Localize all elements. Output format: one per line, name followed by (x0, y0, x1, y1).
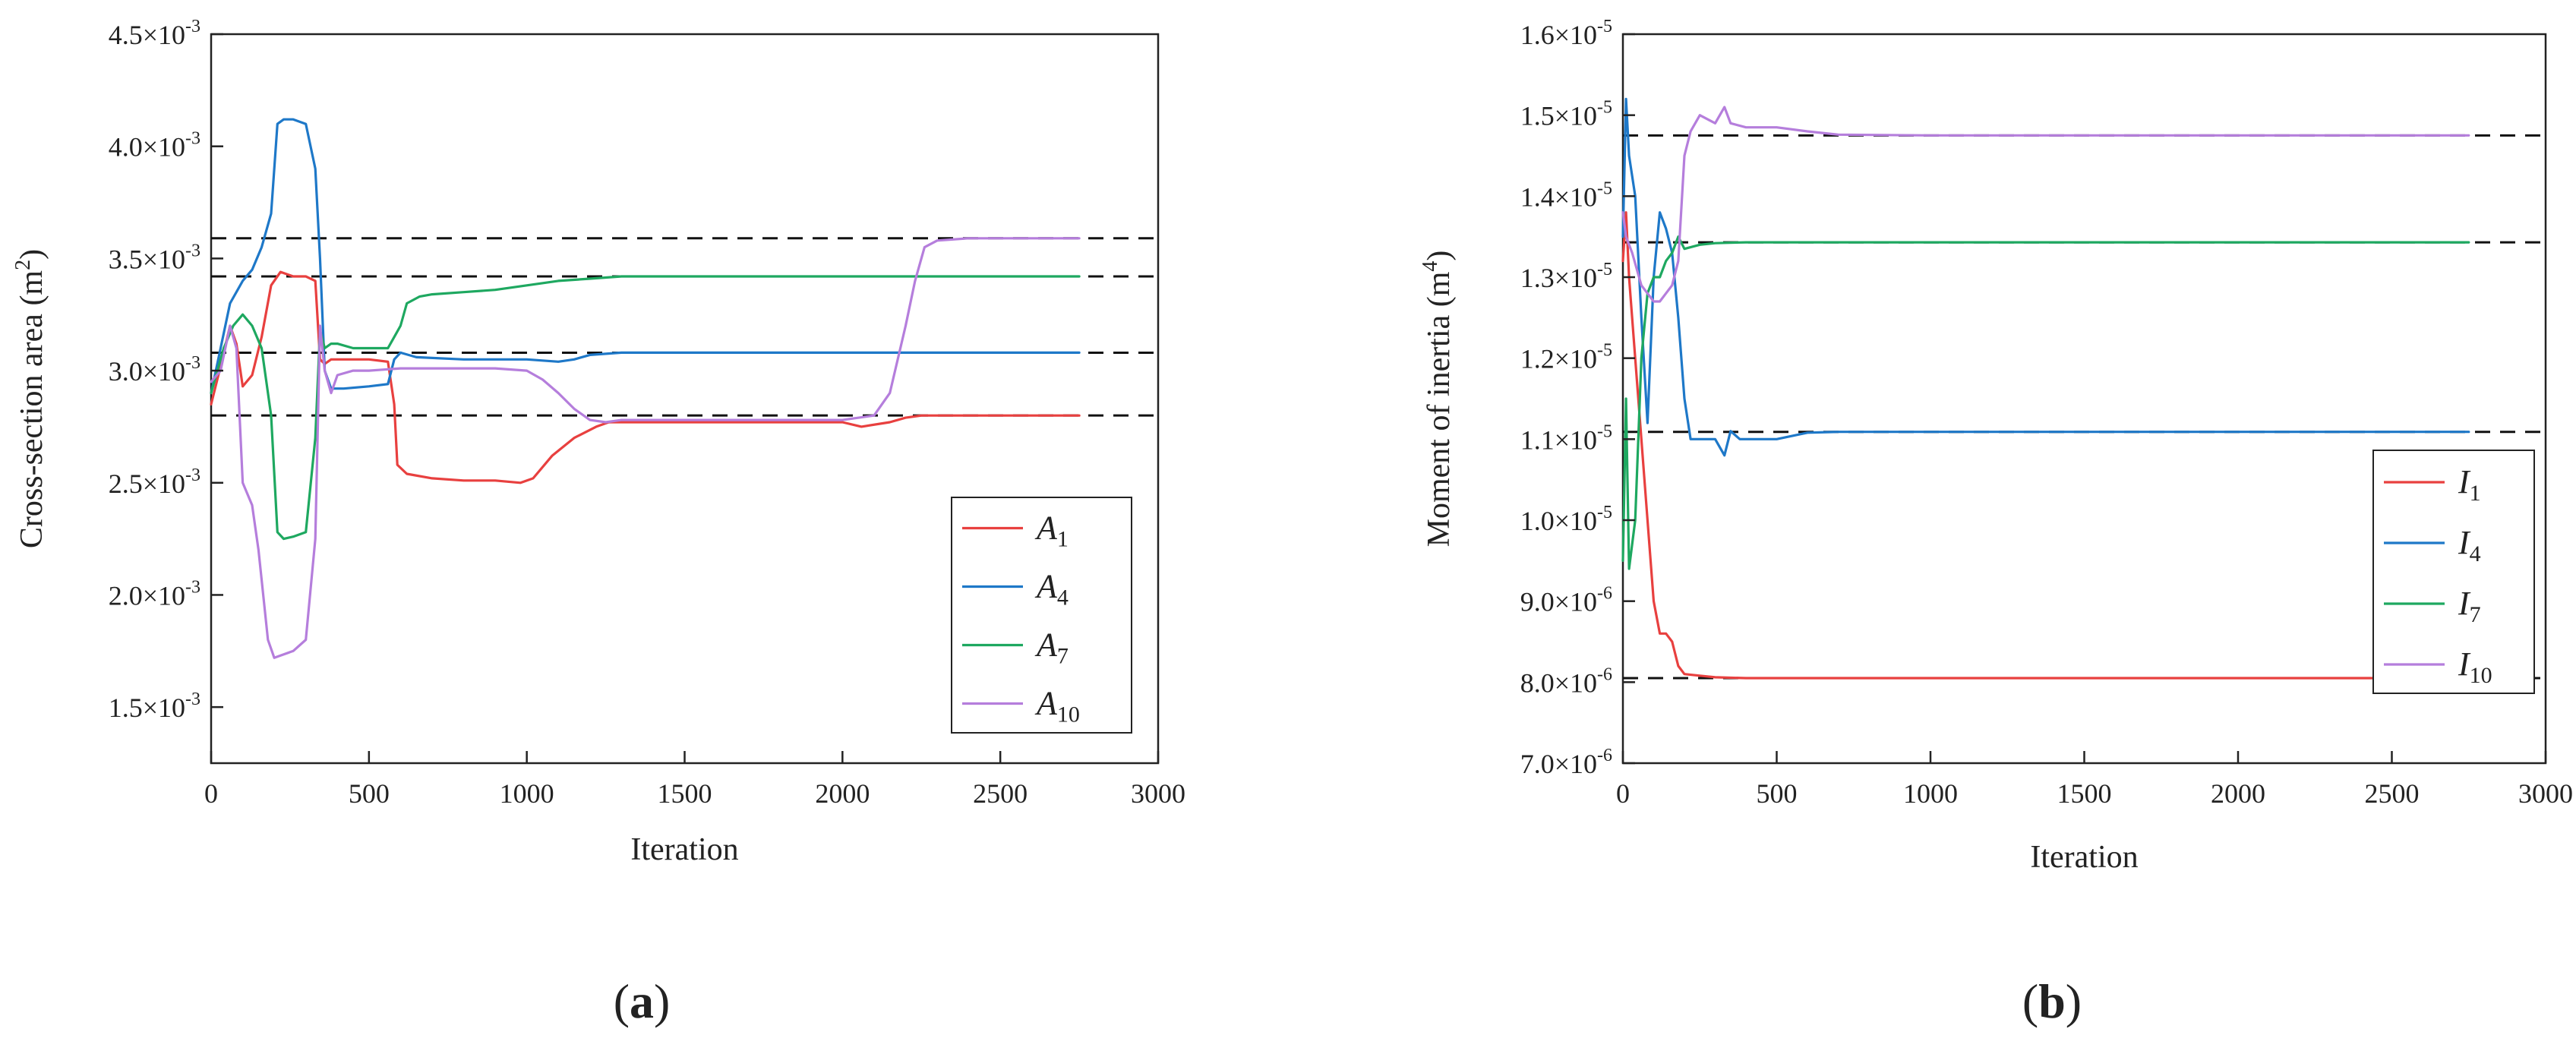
legend-entry-a7: A7 (1034, 626, 1069, 669)
panel-label: (b) (2022, 974, 2082, 1028)
x-tick-label: 3000 (1131, 778, 1185, 809)
y-tick-label: 1.6×10-5 (1520, 17, 1612, 50)
legend-entry-i7: I7 (2458, 585, 2481, 627)
x-tick-label: 0 (1616, 778, 1630, 809)
chart-panel-a: 0 500 1000 1500 2000 2500 3000 1.5×10-3 2.0×10-3… (11, 17, 1185, 1028)
y-tick-label: 1.0×10-5 (1520, 503, 1612, 536)
y-tick-label: 4.0×10-3 (109, 129, 200, 163)
series-line-i10 (1621, 106, 2470, 303)
legend-box (951, 497, 1132, 734)
x-axis-title: Iteration (2030, 840, 2138, 875)
legend-entry-i1: I1 (2458, 463, 2481, 506)
series-line-a7 (210, 275, 1081, 541)
y-tick-label: 9.0×10-6 (1520, 584, 1612, 617)
x-tick-label: 0 (204, 778, 218, 809)
y-axis-title: Cross-section area (m2) (11, 249, 49, 548)
x-tick-label: 500 (1757, 778, 1798, 809)
y-tick-label: 3.5×10-3 (109, 241, 200, 274)
x-tick-label: 1000 (1903, 778, 1958, 809)
series-line-a10 (210, 237, 1081, 659)
x-axis-title: Iteration (630, 832, 738, 867)
y-tick-label: 1.5×10-3 (109, 690, 200, 723)
series-line-a4 (210, 118, 1081, 395)
y-tick-label: 7.0×10-6 (1520, 746, 1612, 779)
x-tick-label: 1500 (2057, 778, 2112, 809)
y-tick-label: 4.5×10-3 (109, 17, 200, 50)
legend-entry-i4: I4 (2458, 524, 2481, 566)
y-tick-label: 1.3×10-5 (1520, 260, 1612, 293)
y-tick-label: 1.1×10-5 (1520, 421, 1612, 455)
x-tick-label: 2000 (815, 778, 870, 809)
series-line-i7 (1621, 235, 2470, 570)
x-tick-label: 500 (349, 778, 390, 809)
series-line-i1 (1621, 211, 2470, 680)
y-tick-label: 2.0×10-3 (109, 577, 200, 611)
x-tick-label: 2500 (2365, 778, 2420, 809)
legend-box (2372, 450, 2535, 694)
legend-entry-a4: A4 (1034, 568, 1069, 611)
series-line-a1 (210, 270, 1081, 484)
y-tick-label: 8.0×10-6 (1520, 664, 1612, 698)
legend-entry-i10: I10 (2458, 645, 2492, 688)
panel-label: (a) (614, 974, 671, 1028)
x-tick-label: 3000 (2518, 778, 2573, 809)
legend: I1 I4 I7 I10 (2372, 450, 2535, 694)
x-tick-label: 2500 (973, 778, 1028, 809)
y-tick-label: 1.5×10-5 (1520, 98, 1612, 131)
legend-entry-a10: A10 (1034, 685, 1080, 727)
legend-entry-a1: A1 (1034, 510, 1069, 552)
x-tick-label: 1500 (658, 778, 712, 809)
y-tick-label: 1.2×10-5 (1520, 341, 1612, 374)
legend: A1 A4 A7 A10 (951, 497, 1132, 734)
y-tick-label: 3.0×10-3 (109, 353, 200, 387)
chart-panel-b: 0 500 1000 1500 2000 2500 3000 7.0×10-6 8.0×10-6… (1419, 17, 2573, 1028)
x-tick-label: 1000 (500, 778, 554, 809)
series-line-i4 (1621, 97, 2470, 457)
y-tick-label: 2.5×10-3 (109, 465, 200, 499)
y-axis-title: Moment of inertia (m4) (1419, 251, 1457, 548)
y-tick-label: 1.4×10-5 (1520, 178, 1612, 212)
x-tick-label: 2000 (2211, 778, 2265, 809)
